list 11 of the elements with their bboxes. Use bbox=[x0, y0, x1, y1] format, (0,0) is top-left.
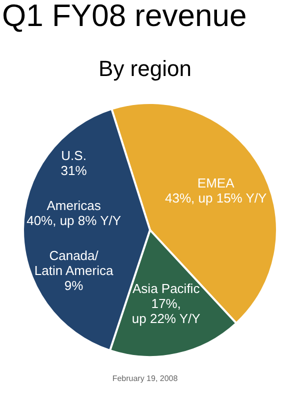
chart-subtitle: By region bbox=[98, 56, 192, 82]
slice-label: Americas bbox=[46, 198, 102, 214]
data-label: 43%, up 15% Y/Y bbox=[165, 190, 268, 206]
chart-title: Q1 FY08 revenue bbox=[2, 0, 247, 34]
text: U.S. 31% bbox=[60, 148, 87, 178]
data-label: 40%, up 8% Y/Y bbox=[26, 213, 122, 228]
slice-label: EMEA bbox=[197, 176, 235, 191]
data-label: 17%, up 22% Y/Y bbox=[132, 296, 201, 326]
text: Canada/ Latin America 9% bbox=[34, 248, 114, 294]
text: February 19, 2008 bbox=[112, 374, 178, 384]
slice-label: Asia Pacific bbox=[132, 281, 200, 296]
